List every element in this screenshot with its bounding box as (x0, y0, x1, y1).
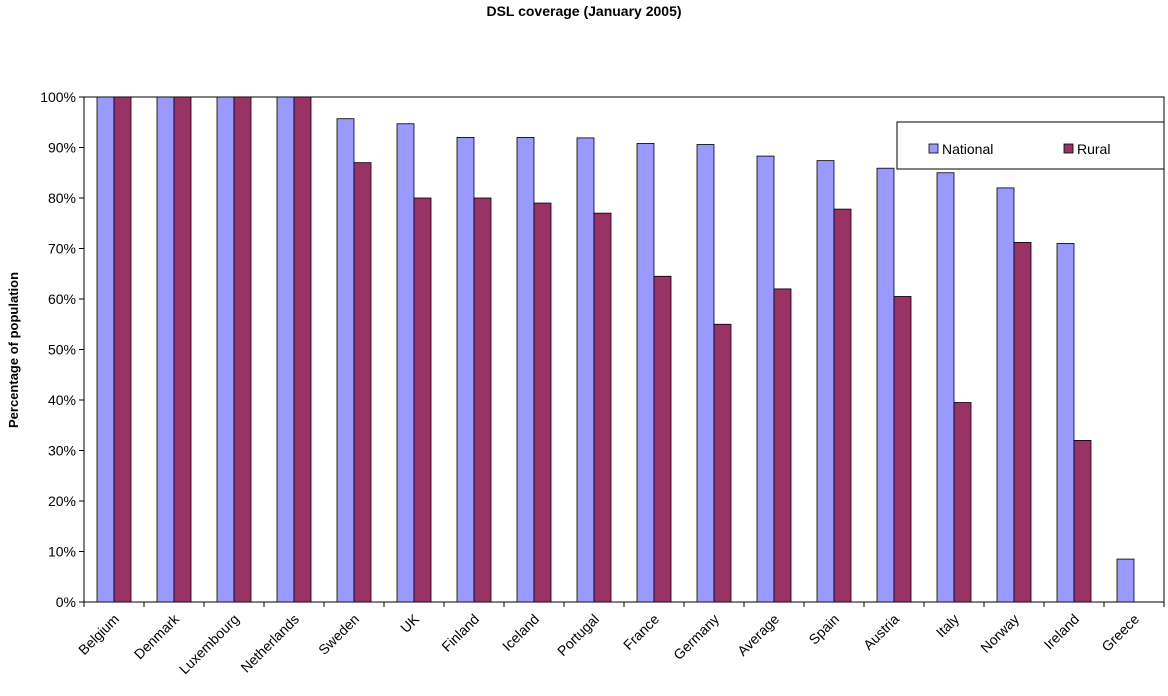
bar-rural-austria (893, 296, 912, 603)
y-tick-label: 20% (48, 493, 76, 509)
y-tick-label: 0% (56, 594, 76, 610)
y-tick-label: 100% (40, 89, 76, 105)
y-tick-label: 10% (48, 544, 76, 560)
x-tick-label: Ireland (1041, 611, 1083, 653)
bar-national-uk (396, 123, 415, 603)
y-tick-label: 60% (48, 291, 76, 307)
bar-rural-luxembourg (233, 96, 252, 603)
x-tick-label: Belgium (75, 611, 122, 658)
x-tick-label: Average (734, 611, 782, 659)
x-tick-label: Luxembourg (176, 611, 242, 677)
plot-area: 0% 10% 20% 30% 40% 50% 60% 70% 80% 90% 100% Belgium… (40, 89, 1165, 677)
x-tick-label: Italy (933, 611, 962, 640)
x-tick-label: Finland (438, 611, 482, 655)
bar-national-belgium (96, 96, 115, 603)
y-tick-label: 30% (48, 443, 76, 459)
bar-national-italy (936, 172, 955, 603)
bar-rural-france (653, 275, 672, 603)
bar-rural-ireland (1073, 439, 1092, 603)
bar-rural-belgium (113, 96, 132, 603)
x-tick-label: Sweden (315, 611, 362, 658)
y-tick-label: 50% (48, 342, 76, 358)
y-tick-label: 40% (48, 392, 76, 408)
x-tick-label: Austria (860, 611, 902, 653)
legend-label-rural: Rural (1077, 141, 1110, 157)
bar-rural-iceland (533, 202, 552, 603)
x-tick-label: Portugal (554, 611, 602, 659)
bar-national-sweden (336, 118, 355, 603)
x-tick-label: France (620, 611, 662, 653)
legend-label-national: National (942, 141, 993, 157)
bar-national-ireland (1056, 243, 1075, 603)
x-tick-label: Iceland (499, 611, 542, 654)
bar-rural-netherlands (293, 96, 312, 603)
bar-rural-germany (713, 323, 732, 603)
x-tick-label: Spain (805, 611, 842, 648)
bar-rural-norway (1013, 242, 1032, 603)
y-tick-label: 80% (48, 190, 76, 206)
bar-national-norway (996, 187, 1015, 603)
x-tick-label: Greece (1098, 611, 1142, 655)
bar-national-average (756, 155, 775, 603)
bar-national-greece (1116, 558, 1135, 603)
legend: National Rural (896, 121, 1165, 170)
x-tick-label: Netherlands (237, 611, 302, 676)
bar-national-portugal (576, 137, 595, 603)
bar-rural-sweden (353, 162, 372, 603)
y-tick-label: 70% (48, 241, 76, 257)
bar-rural-portugal (593, 212, 612, 603)
y-axis-label: Percentage of population (6, 272, 21, 428)
bar-rural-uk (413, 197, 432, 603)
x-tick-label: Norway (977, 611, 1022, 656)
x-tick-label: Denmark (131, 610, 183, 662)
bar-rural-finland (473, 197, 492, 603)
bar-national-austria (876, 167, 895, 603)
bar-rural-italy (953, 402, 972, 603)
bar-national-denmark (156, 96, 175, 603)
bar-national-luxembourg (216, 96, 235, 603)
legend-swatch-national (928, 143, 939, 154)
bar-rural-average (773, 288, 792, 603)
bar-national-netherlands (276, 96, 295, 603)
x-tick-label: Germany (670, 611, 722, 663)
x-tick-label: UK (397, 610, 423, 636)
legend-swatch-rural (1063, 143, 1074, 154)
legend-box (896, 121, 1165, 170)
bar-rural-denmark (173, 96, 192, 603)
y-tick-label: 90% (48, 140, 76, 156)
bar-rural-spain (833, 208, 852, 603)
bar-national-finland (456, 136, 475, 603)
chart-title: DSL coverage (January 2005) (486, 3, 681, 19)
bar-national-france (636, 143, 655, 603)
bar-national-iceland (516, 136, 535, 603)
bar-national-spain (816, 160, 835, 603)
bar-national-germany (696, 144, 715, 603)
